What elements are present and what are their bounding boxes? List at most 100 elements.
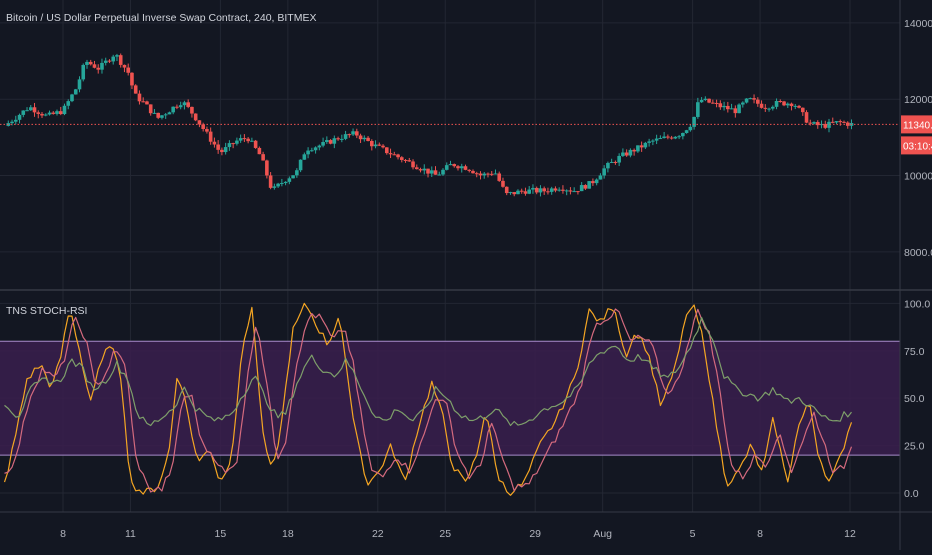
candle-body (617, 155, 621, 163)
candle-body (662, 136, 666, 139)
candle-body (246, 138, 250, 142)
candle-body (519, 190, 524, 192)
candle-body (714, 102, 719, 104)
candle-body (594, 179, 599, 184)
candle-body (392, 154, 397, 156)
candle-body (673, 136, 678, 139)
candle-body (133, 85, 138, 94)
candle-body (182, 102, 187, 106)
candle-body (47, 112, 52, 115)
candle-body (696, 102, 700, 117)
candle-body (100, 62, 104, 70)
x-tick-label: 18 (282, 528, 294, 540)
price-y-tick-label: 14000.0 (904, 18, 932, 30)
candle-body (362, 137, 367, 140)
candle-body (190, 106, 194, 114)
candle-body (40, 113, 44, 116)
candle-body (388, 153, 393, 155)
candle-body (812, 122, 816, 124)
candle-body (197, 120, 202, 125)
candle-body (111, 56, 116, 62)
candle-body (636, 145, 640, 152)
candle-body (819, 124, 824, 126)
x-tick-label: 5 (690, 528, 696, 540)
candle-body (418, 169, 423, 171)
countdown-badge (901, 136, 932, 155)
candle-body (411, 161, 415, 168)
countdown-label: 03:10:46 (903, 141, 932, 152)
candle-body (726, 105, 730, 110)
candle-body (257, 147, 262, 155)
rsi-y-tick-label: 75.0 (904, 346, 925, 358)
candle-body (703, 98, 708, 100)
candle-body (238, 138, 243, 141)
candle-body (489, 173, 494, 175)
candle-body (62, 105, 67, 115)
candle-body (103, 60, 108, 63)
candle-body (576, 191, 580, 193)
candle-body (137, 93, 142, 102)
candle-body (523, 191, 528, 194)
candle-body (737, 104, 741, 114)
candle-body (148, 104, 153, 114)
x-tick-label: 29 (529, 528, 541, 540)
candle-body (722, 105, 726, 108)
candle-body (699, 99, 704, 103)
candle-body (463, 166, 468, 170)
candle-body (561, 189, 565, 191)
candle-body (692, 116, 696, 127)
candle-body (36, 112, 41, 114)
candle-body (591, 181, 595, 184)
indicator-pane-title: TNS STOCH-RSI (6, 305, 87, 317)
candle-body (549, 188, 554, 192)
candle-body (130, 72, 134, 86)
candle-body (298, 159, 303, 171)
candle-body (25, 110, 29, 112)
candle-body (564, 190, 569, 192)
candle-body (227, 143, 232, 148)
candle-body (351, 131, 355, 135)
candle-body (437, 174, 442, 176)
candle-body (21, 110, 26, 115)
rsi-band-fill (0, 341, 900, 456)
candle-body (744, 98, 749, 103)
candle-body (208, 131, 213, 142)
candle-body (321, 142, 325, 146)
candle-body (220, 149, 224, 153)
candle-body (429, 170, 434, 174)
candle-body (752, 98, 756, 100)
candle-body (55, 111, 59, 114)
candle-body (669, 137, 674, 139)
candle-body (681, 133, 685, 137)
candle-body (145, 101, 149, 105)
candle-body (306, 150, 310, 155)
candle-body (774, 101, 779, 107)
candle-body (688, 126, 693, 131)
candle-body (66, 101, 71, 106)
candle-body (276, 183, 280, 187)
candle-body (178, 105, 183, 108)
candle-body (606, 162, 610, 169)
last-price-layer: 11340.0 03:10:46 (0, 115, 932, 155)
candle-body (624, 152, 629, 156)
candle-body (261, 154, 265, 161)
candle-body (729, 108, 734, 110)
candle-body (778, 101, 783, 103)
candle-body (583, 185, 588, 189)
candle-body (785, 103, 790, 106)
candle-body (568, 190, 573, 192)
candle-body (478, 173, 483, 176)
candle-body (654, 138, 659, 141)
x-tick-label: 15 (215, 528, 227, 540)
candle-body (396, 154, 400, 158)
candle-body (399, 157, 404, 160)
candle-body (471, 170, 475, 174)
candle-body (205, 129, 209, 132)
candle-body (73, 89, 78, 95)
candle-body (474, 173, 479, 175)
candle-body (748, 98, 753, 100)
candle-body (493, 173, 498, 175)
candle-body (51, 112, 56, 114)
